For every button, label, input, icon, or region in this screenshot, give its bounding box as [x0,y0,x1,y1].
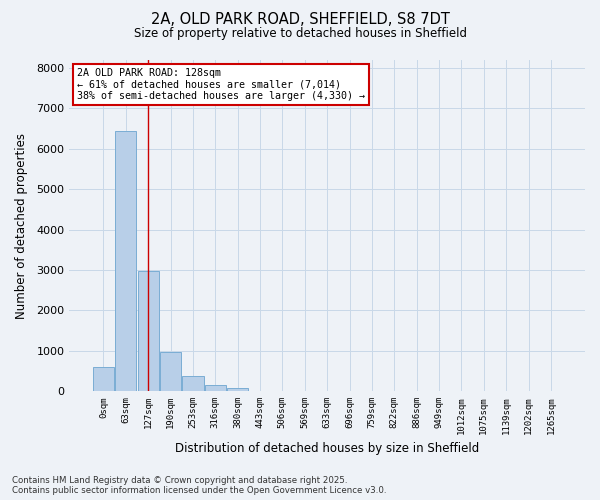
Text: Contains HM Land Registry data © Crown copyright and database right 2025.
Contai: Contains HM Land Registry data © Crown c… [12,476,386,495]
Text: Size of property relative to detached houses in Sheffield: Size of property relative to detached ho… [133,28,467,40]
Bar [227,388,248,391]
Bar [160,352,181,391]
Text: 2A, OLD PARK ROAD, SHEFFIELD, S8 7DT: 2A, OLD PARK ROAD, SHEFFIELD, S8 7DT [151,12,449,28]
Bar [205,384,226,391]
Bar [137,271,159,391]
Text: 2A OLD PARK ROAD: 128sqm
← 61% of detached houses are smaller (7,014)
38% of sem: 2A OLD PARK ROAD: 128sqm ← 61% of detach… [77,68,365,102]
Y-axis label: Number of detached properties: Number of detached properties [15,132,28,318]
Bar [182,376,203,391]
Bar [115,130,136,391]
X-axis label: Distribution of detached houses by size in Sheffield: Distribution of detached houses by size … [175,442,479,455]
Bar [93,367,114,391]
